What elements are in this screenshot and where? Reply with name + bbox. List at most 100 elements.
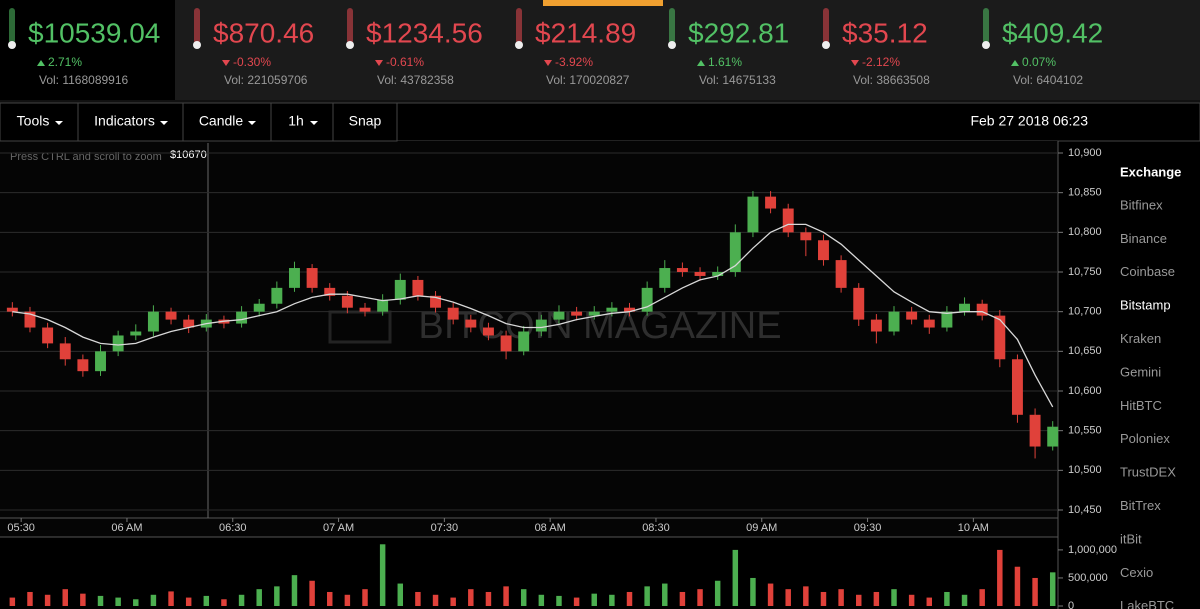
volume-bar — [908, 594, 915, 606]
ticker-gauge — [9, 8, 15, 44]
y-tick-label: 10,750 — [1068, 266, 1102, 278]
volume-bar — [362, 589, 368, 606]
ticker-change: -0.61% — [386, 55, 424, 69]
exchange-item[interactable]: Poloniex — [1120, 431, 1170, 446]
volume-bar — [291, 575, 298, 606]
exchange-item[interactable]: itBit — [1120, 531, 1142, 546]
candle-body — [147, 311, 159, 332]
volume-bar — [538, 594, 545, 606]
ticker-arrow — [1011, 60, 1019, 66]
ticker-gauge — [347, 8, 353, 44]
volume-bar — [133, 599, 139, 606]
volume-bar — [997, 549, 1003, 606]
candle-body — [588, 311, 600, 316]
candle-body — [641, 287, 653, 312]
volume-bar — [1032, 577, 1038, 606]
exchange-item[interactable]: Gemini — [1120, 364, 1161, 379]
candle-body — [59, 343, 71, 360]
x-tick-label: 06:30 — [219, 522, 247, 534]
candle-body — [994, 315, 1006, 360]
ticker-change: 1.61% — [708, 55, 742, 69]
volume-bar — [926, 597, 933, 606]
volume-bar — [432, 594, 439, 606]
volume-y-tick-label: 1,000,000 — [1068, 544, 1117, 556]
volume-bar — [256, 589, 262, 606]
candle-body — [818, 240, 829, 261]
exchange-item[interactable]: TrustDEX — [1120, 465, 1176, 480]
volume-bar — [450, 597, 456, 606]
candle-body — [236, 311, 248, 324]
candle-body — [606, 307, 618, 312]
volume-bar — [397, 583, 404, 606]
volume-y-tick-label: 500,000 — [1068, 572, 1108, 584]
volume-bar — [1014, 566, 1021, 606]
ticker-volume: Vol: 14675133 — [699, 73, 776, 87]
candle-body — [253, 303, 265, 312]
exchange-item[interactable]: LakeBTC — [1120, 598, 1174, 609]
ticker-gauge — [194, 8, 200, 44]
candle-body — [341, 295, 353, 308]
volume-bar — [662, 583, 668, 606]
volume-bar — [44, 594, 51, 606]
volume-bar — [891, 589, 897, 606]
toolbar-button[interactable] — [182, 102, 272, 142]
x-tick-label: 06 AM — [111, 522, 142, 534]
ticker-arrow — [851, 60, 859, 66]
volume-bar — [979, 589, 985, 606]
candle-body — [112, 335, 124, 352]
exchange-item[interactable]: Coinbase — [1120, 264, 1175, 279]
candle-body — [712, 272, 724, 276]
volume-bar — [274, 586, 280, 606]
y-tick-label: 10,850 — [1068, 187, 1102, 199]
candle-body — [941, 311, 953, 328]
y-tick-label: 10,650 — [1068, 345, 1102, 357]
ticker-price: $292.81 — [688, 17, 789, 48]
zoom-hint: Press CTRL and scroll to zoom — [10, 151, 162, 163]
candle-body — [765, 196, 777, 209]
candle-body — [624, 307, 635, 312]
exchange-item[interactable]: BitTrex — [1120, 498, 1161, 513]
volume-bar — [609, 594, 615, 606]
ticker-arrow — [222, 60, 230, 66]
candle-body — [482, 327, 494, 336]
candle-body — [412, 279, 424, 296]
exchange-item[interactable]: Binance — [1120, 231, 1167, 246]
candle-body — [165, 311, 177, 320]
candle-body — [289, 268, 300, 288]
dropdown-caret — [310, 121, 318, 125]
ticker-highlight — [543, 0, 663, 6]
toolbar-button-label: Indicators — [94, 113, 155, 129]
exchange-item[interactable]: Kraken — [1120, 331, 1161, 346]
ticker-change: -3.92% — [555, 55, 593, 69]
volume-bar — [97, 595, 104, 606]
candle-body — [888, 311, 900, 332]
exchange-item[interactable]: Bitfinex — [1120, 197, 1163, 212]
candle-body — [42, 327, 54, 344]
ticker-gauge-dot — [982, 41, 990, 49]
y-tick-label: 10,800 — [1068, 226, 1102, 238]
volume-bar — [644, 586, 650, 606]
volume-bar — [168, 591, 174, 606]
exchange-item[interactable]: Bitstamp — [1120, 298, 1171, 313]
volume-bar — [62, 589, 68, 606]
toolbar-button-label: 1h — [288, 113, 304, 129]
volume-y-tick-label: 0 — [1068, 600, 1074, 609]
candle-body — [959, 303, 971, 312]
exchange-item[interactable]: Cexio — [1120, 565, 1153, 580]
candle-body — [1029, 414, 1041, 447]
volume-bar — [820, 591, 827, 606]
exchange-item[interactable]: HitBTC — [1120, 398, 1162, 413]
candle-body — [518, 331, 530, 352]
candle-body — [377, 299, 389, 312]
ticker-price: $1234.56 — [366, 17, 483, 48]
ticker-cell[interactable] — [974, 0, 1200, 100]
ticker-selected — [0, 0, 175, 100]
candle-body — [24, 311, 36, 328]
volume-bar — [961, 594, 968, 606]
y-tick-label: 10,900 — [1068, 147, 1102, 159]
candle-body — [500, 335, 512, 352]
volume-bar — [9, 597, 16, 606]
toolbar-button[interactable] — [332, 102, 398, 142]
ticker-price: $409.42 — [1002, 17, 1103, 48]
